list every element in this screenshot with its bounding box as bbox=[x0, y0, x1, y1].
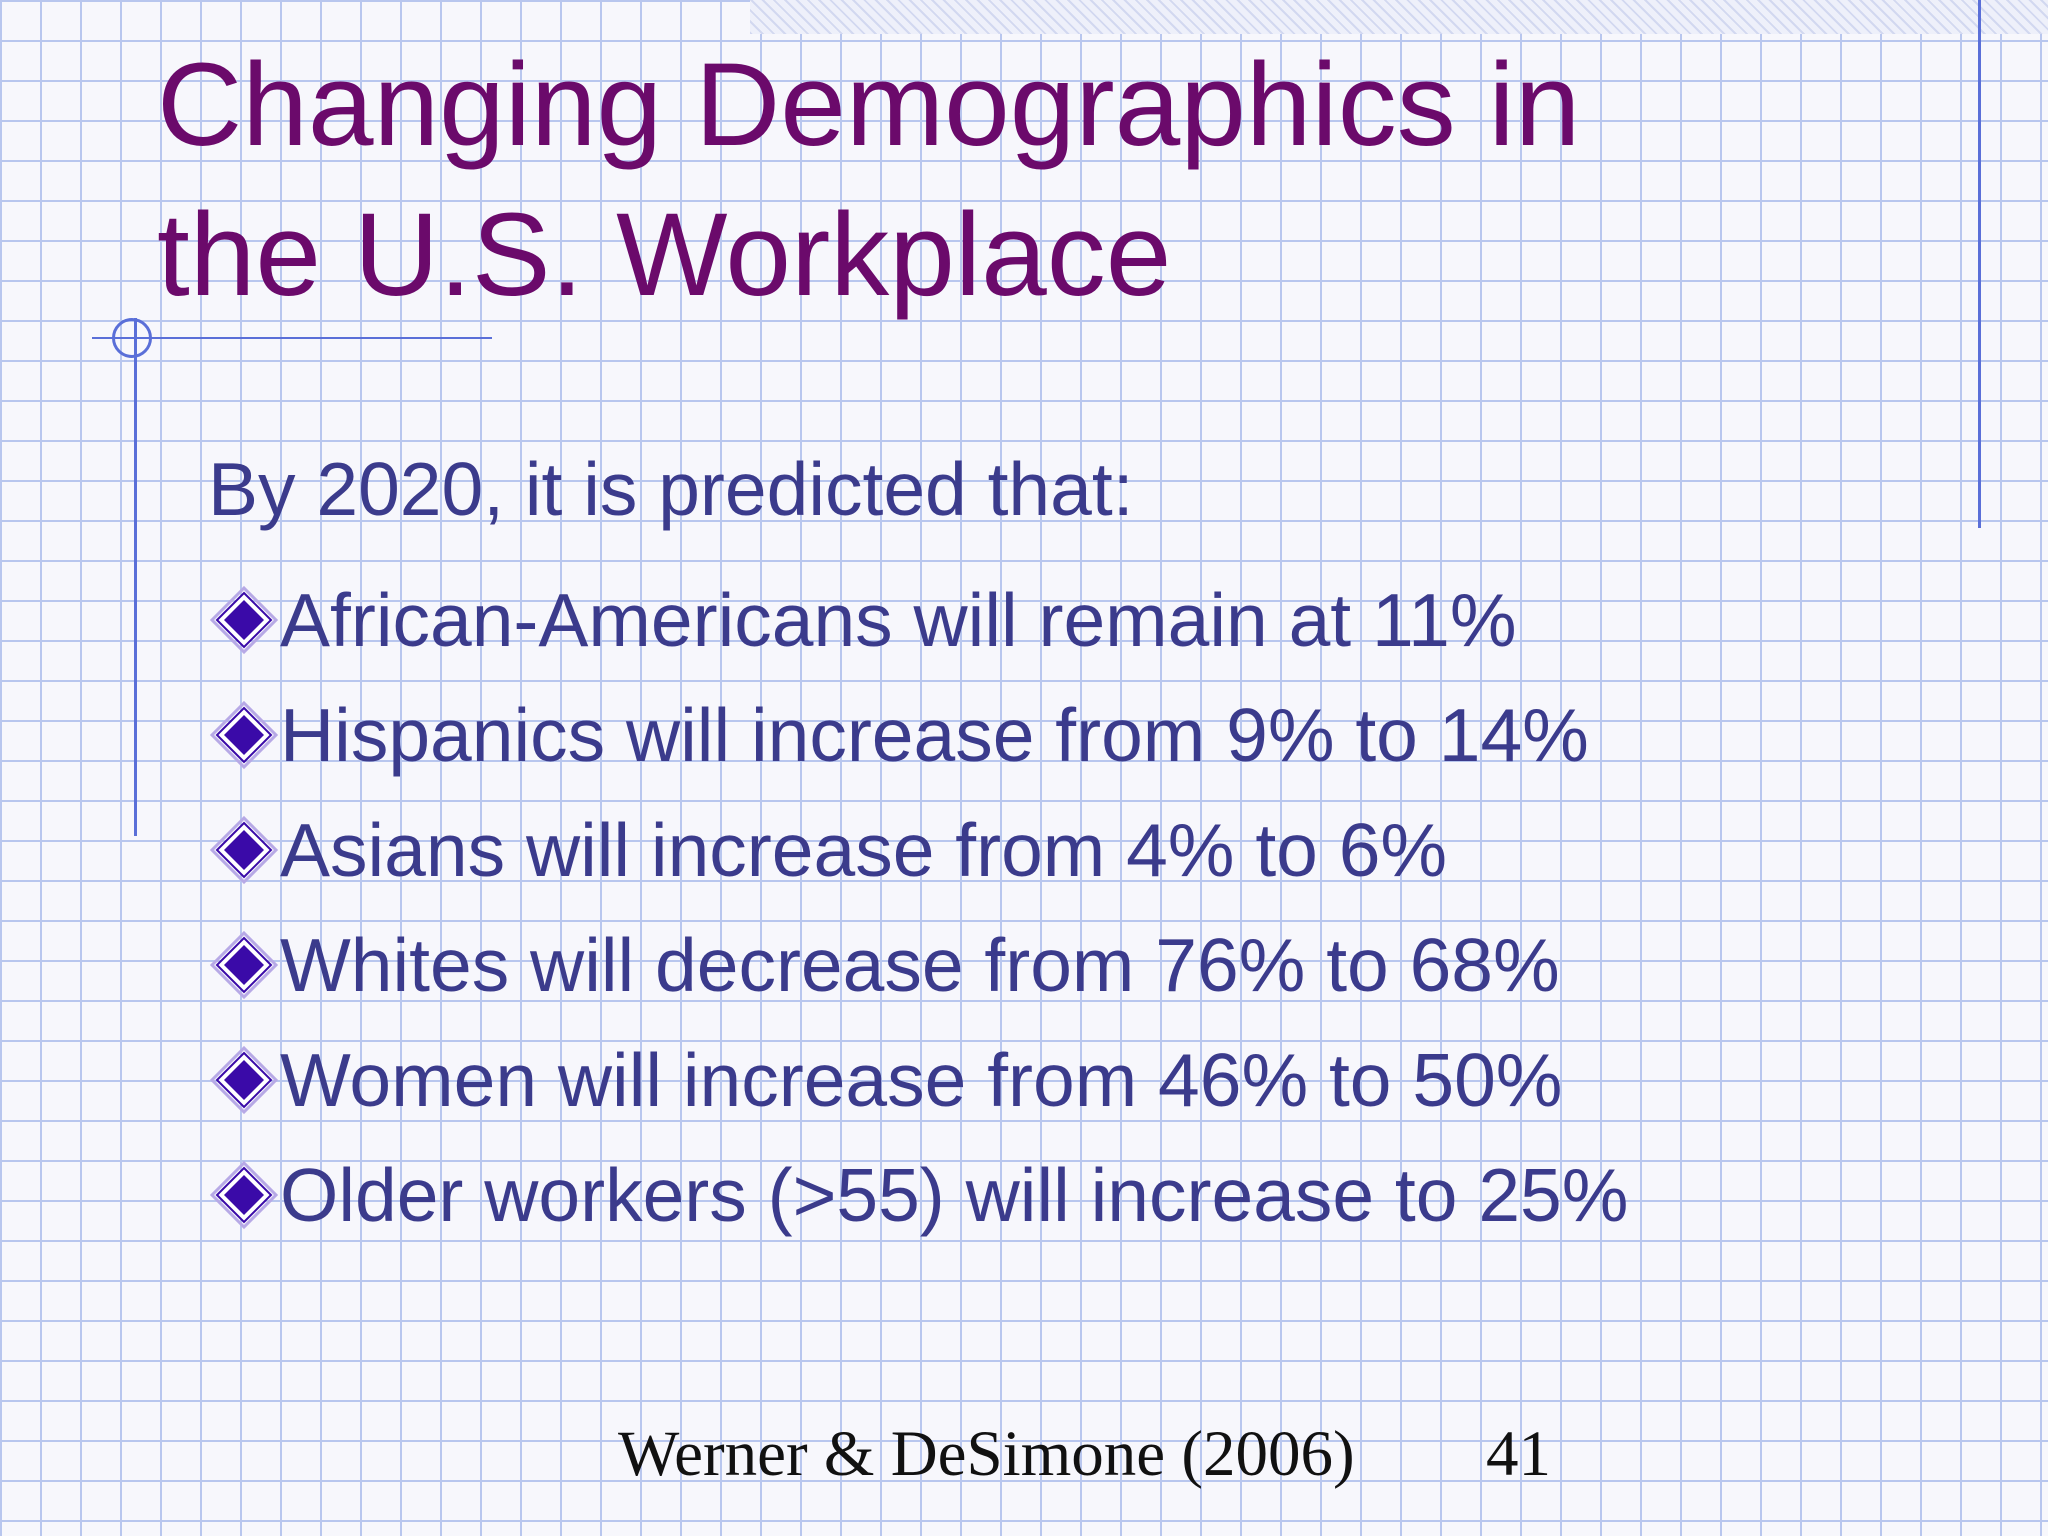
diamond-bullet-icon bbox=[208, 907, 280, 1022]
slide-title: Changing Demographics in the U.S. Workpl… bbox=[157, 39, 1581, 321]
bullet-item: African-Americans will remain at 11% bbox=[208, 562, 1628, 677]
bullet-text: African-Americans will remain at 11% bbox=[280, 577, 1517, 662]
bullet-item: Hispanics will increase from 9% to 14% bbox=[208, 677, 1628, 792]
footer-credit: Werner & DeSimone (2006) bbox=[618, 1418, 1355, 1490]
slide-number: 41 bbox=[1486, 1418, 1551, 1490]
bullet-text: Hispanics will increase from 9% to 14% bbox=[280, 692, 1589, 777]
header-pattern-band bbox=[750, 0, 2048, 34]
left-accent-line bbox=[134, 318, 137, 836]
intro-text: By 2020, it is predicted that: bbox=[208, 447, 1134, 531]
bullet-text: Whites will decrease from 76% to 68% bbox=[280, 922, 1560, 1007]
bullet-text: Older workers (>55) will increase to 25% bbox=[280, 1152, 1629, 1237]
bullet-text: Asians will increase from 4% to 6% bbox=[280, 807, 1448, 892]
title-underline bbox=[92, 337, 492, 339]
diamond-bullet-icon bbox=[208, 1022, 280, 1137]
diamond-bullet-icon bbox=[208, 562, 280, 677]
right-accent-line bbox=[1978, 0, 1981, 528]
bullet-item: Women will increase from 46% to 50% bbox=[208, 1022, 1628, 1137]
corner-circle-ornament bbox=[112, 318, 152, 358]
bullet-item: Whites will decrease from 76% to 68% bbox=[208, 907, 1628, 1022]
bullet-text: Women will increase from 46% to 50% bbox=[280, 1037, 1563, 1122]
diamond-bullet-icon bbox=[208, 792, 280, 907]
diamond-bullet-icon bbox=[208, 677, 280, 792]
bullet-item: Asians will increase from 4% to 6% bbox=[208, 792, 1628, 907]
bullet-item: Older workers (>55) will increase to 25% bbox=[208, 1137, 1628, 1252]
diamond-bullet-icon bbox=[208, 1137, 280, 1252]
bullet-list: African-Americans will remain at 11% His… bbox=[208, 562, 1628, 1252]
